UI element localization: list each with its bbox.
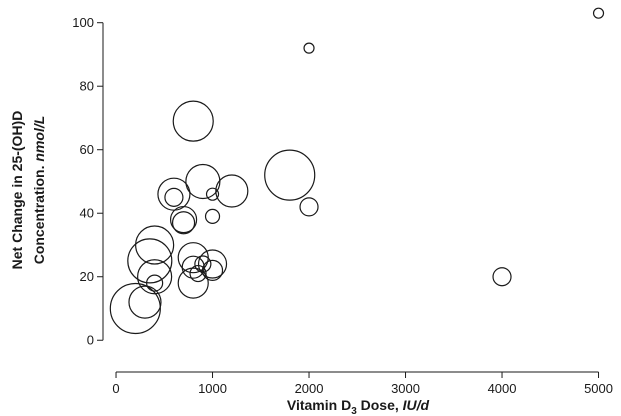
y-tick-label: 0 xyxy=(87,333,94,348)
bubble xyxy=(492,267,512,287)
y-tick-label: 40 xyxy=(80,206,94,221)
bubble xyxy=(172,100,214,142)
x-axis-title-unit: IU/d xyxy=(403,397,430,413)
y-axis-title-line: Concentration. nmol/L xyxy=(31,116,47,265)
bubble xyxy=(205,187,220,201)
bubble xyxy=(181,255,205,279)
bubble xyxy=(169,205,198,234)
x-axis-title-part: Dose, xyxy=(357,397,403,413)
x-tick-label: 0 xyxy=(112,381,119,396)
bubble xyxy=(264,149,316,201)
bubble xyxy=(146,274,164,292)
bubble xyxy=(592,7,605,19)
bubble xyxy=(177,267,209,299)
x-axis-title-part: Vitamin D xyxy=(287,397,351,413)
bubble xyxy=(201,259,224,281)
x-tick-label: 4000 xyxy=(488,381,517,396)
bubble xyxy=(127,238,173,284)
bubble xyxy=(303,42,315,54)
y-axis-title-part: Net Change in 25-(OH)D xyxy=(9,111,25,270)
bubble xyxy=(299,197,319,217)
x-tick-label: 3000 xyxy=(391,381,420,396)
bubble xyxy=(171,211,196,235)
bubble xyxy=(185,163,221,200)
bubble xyxy=(197,249,228,279)
bubble xyxy=(215,174,249,208)
y-tick-label: 100 xyxy=(72,15,94,30)
x-axis-title: Vitamin D3 Dose, IU/d xyxy=(287,397,430,416)
x-tick-label: 5000 xyxy=(584,381,613,396)
x-axis-title-subscript: 3 xyxy=(351,406,357,416)
y-axis-title-unit: nmol/L xyxy=(31,116,47,162)
y-tick-label: 20 xyxy=(80,269,94,284)
y-axis-title: Net Change in 25-(OH)D Concentration. nm… xyxy=(9,111,47,270)
bubble xyxy=(128,285,162,319)
y-axis-title-line: Net Change in 25-(OH)D xyxy=(9,111,25,270)
bubble xyxy=(137,259,173,295)
bubble xyxy=(204,208,221,225)
y-tick-label: 60 xyxy=(80,142,94,157)
x-tick-label: 2000 xyxy=(295,381,324,396)
y-axis-title-part: Concentration. xyxy=(31,162,47,265)
bubble xyxy=(164,187,184,207)
x-tick-label: 1000 xyxy=(198,381,227,396)
y-tick-label: 80 xyxy=(80,79,94,94)
bubble xyxy=(109,282,161,335)
bubble xyxy=(157,177,191,211)
bubble xyxy=(135,225,175,265)
